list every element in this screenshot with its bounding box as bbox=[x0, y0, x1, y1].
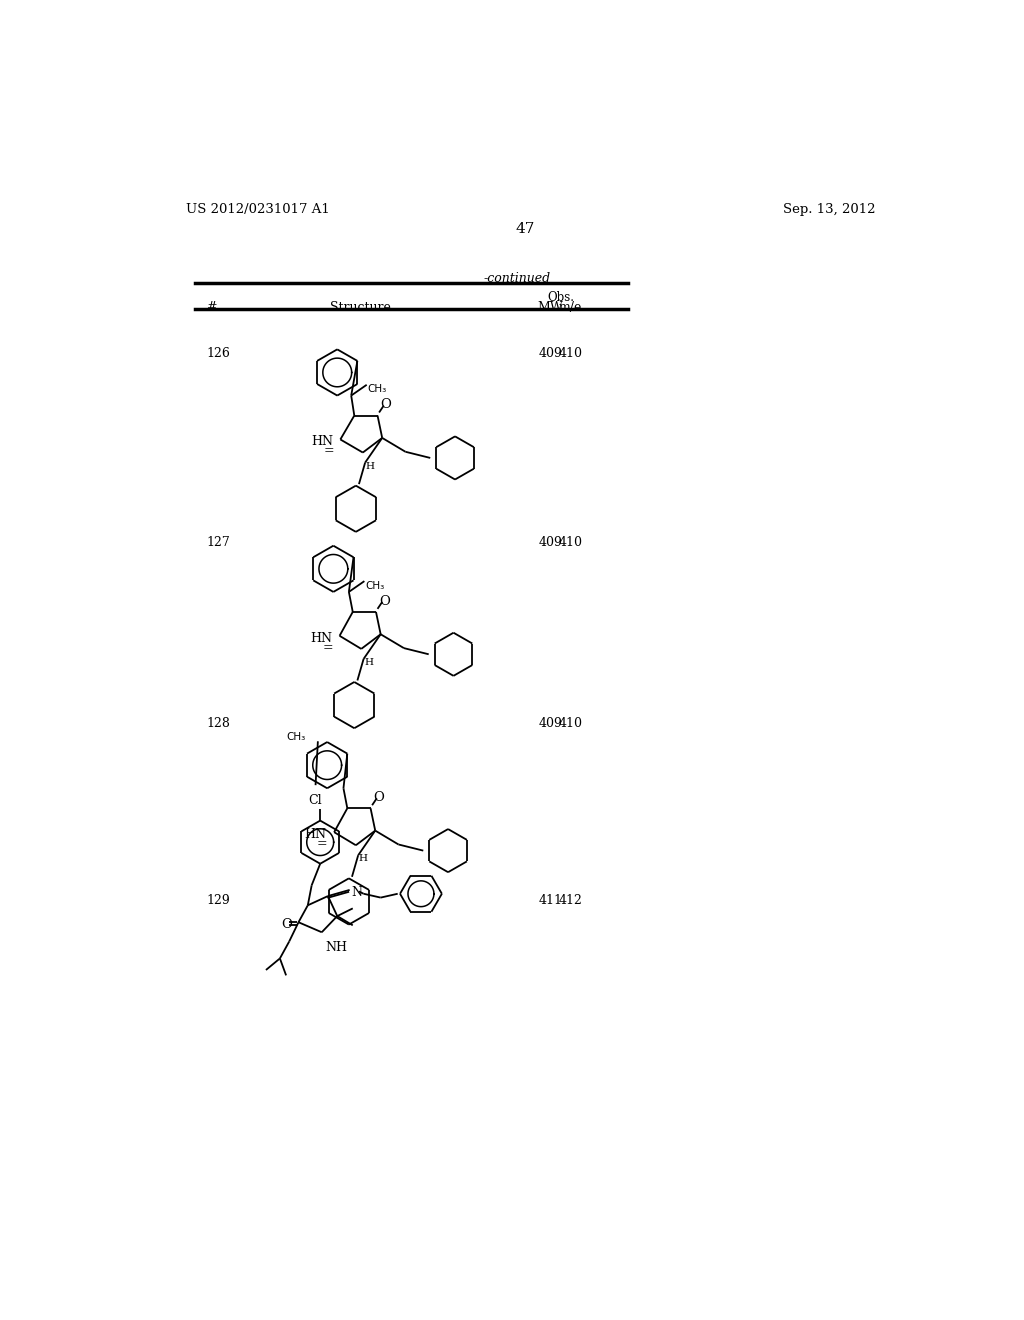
Text: =: = bbox=[323, 640, 333, 653]
Text: H: H bbox=[359, 854, 368, 863]
Text: NH: NH bbox=[325, 941, 347, 954]
Text: MW: MW bbox=[538, 301, 563, 314]
Text: Structure: Structure bbox=[330, 301, 391, 314]
Text: HN: HN bbox=[310, 631, 332, 644]
Text: 410: 410 bbox=[558, 717, 583, 730]
Text: =: = bbox=[317, 837, 328, 850]
Text: =: = bbox=[324, 445, 334, 458]
Text: 410: 410 bbox=[558, 347, 583, 360]
Text: 129: 129 bbox=[206, 894, 230, 907]
Text: O: O bbox=[381, 399, 391, 412]
Text: #: # bbox=[206, 301, 217, 314]
Text: O: O bbox=[374, 791, 385, 804]
Text: CH₃: CH₃ bbox=[368, 384, 387, 395]
Text: 47: 47 bbox=[515, 222, 535, 235]
Text: 409: 409 bbox=[539, 347, 562, 360]
Text: 409: 409 bbox=[539, 536, 562, 549]
Text: 410: 410 bbox=[558, 536, 583, 549]
Text: 411: 411 bbox=[539, 894, 562, 907]
Text: US 2012/0231017 A1: US 2012/0231017 A1 bbox=[186, 203, 330, 216]
Text: CH₃: CH₃ bbox=[366, 581, 384, 591]
Text: HN: HN bbox=[311, 436, 333, 449]
Text: 409: 409 bbox=[539, 717, 562, 730]
Text: 412: 412 bbox=[558, 894, 583, 907]
Text: CH₃: CH₃ bbox=[287, 733, 305, 742]
Text: H: H bbox=[366, 462, 375, 471]
Text: m/e: m/e bbox=[559, 301, 583, 314]
Text: 127: 127 bbox=[206, 536, 230, 549]
Text: O: O bbox=[379, 594, 390, 607]
Text: 128: 128 bbox=[206, 717, 230, 730]
Text: Obs.: Obs. bbox=[547, 290, 573, 304]
Text: H: H bbox=[365, 659, 374, 667]
Text: 126: 126 bbox=[206, 347, 230, 360]
Text: HN: HN bbox=[305, 828, 327, 841]
Text: N: N bbox=[351, 887, 362, 899]
Text: Cl: Cl bbox=[309, 793, 323, 807]
Text: O: O bbox=[282, 917, 292, 931]
Text: -continued: -continued bbox=[483, 272, 551, 285]
Text: Sep. 13, 2012: Sep. 13, 2012 bbox=[783, 203, 876, 216]
